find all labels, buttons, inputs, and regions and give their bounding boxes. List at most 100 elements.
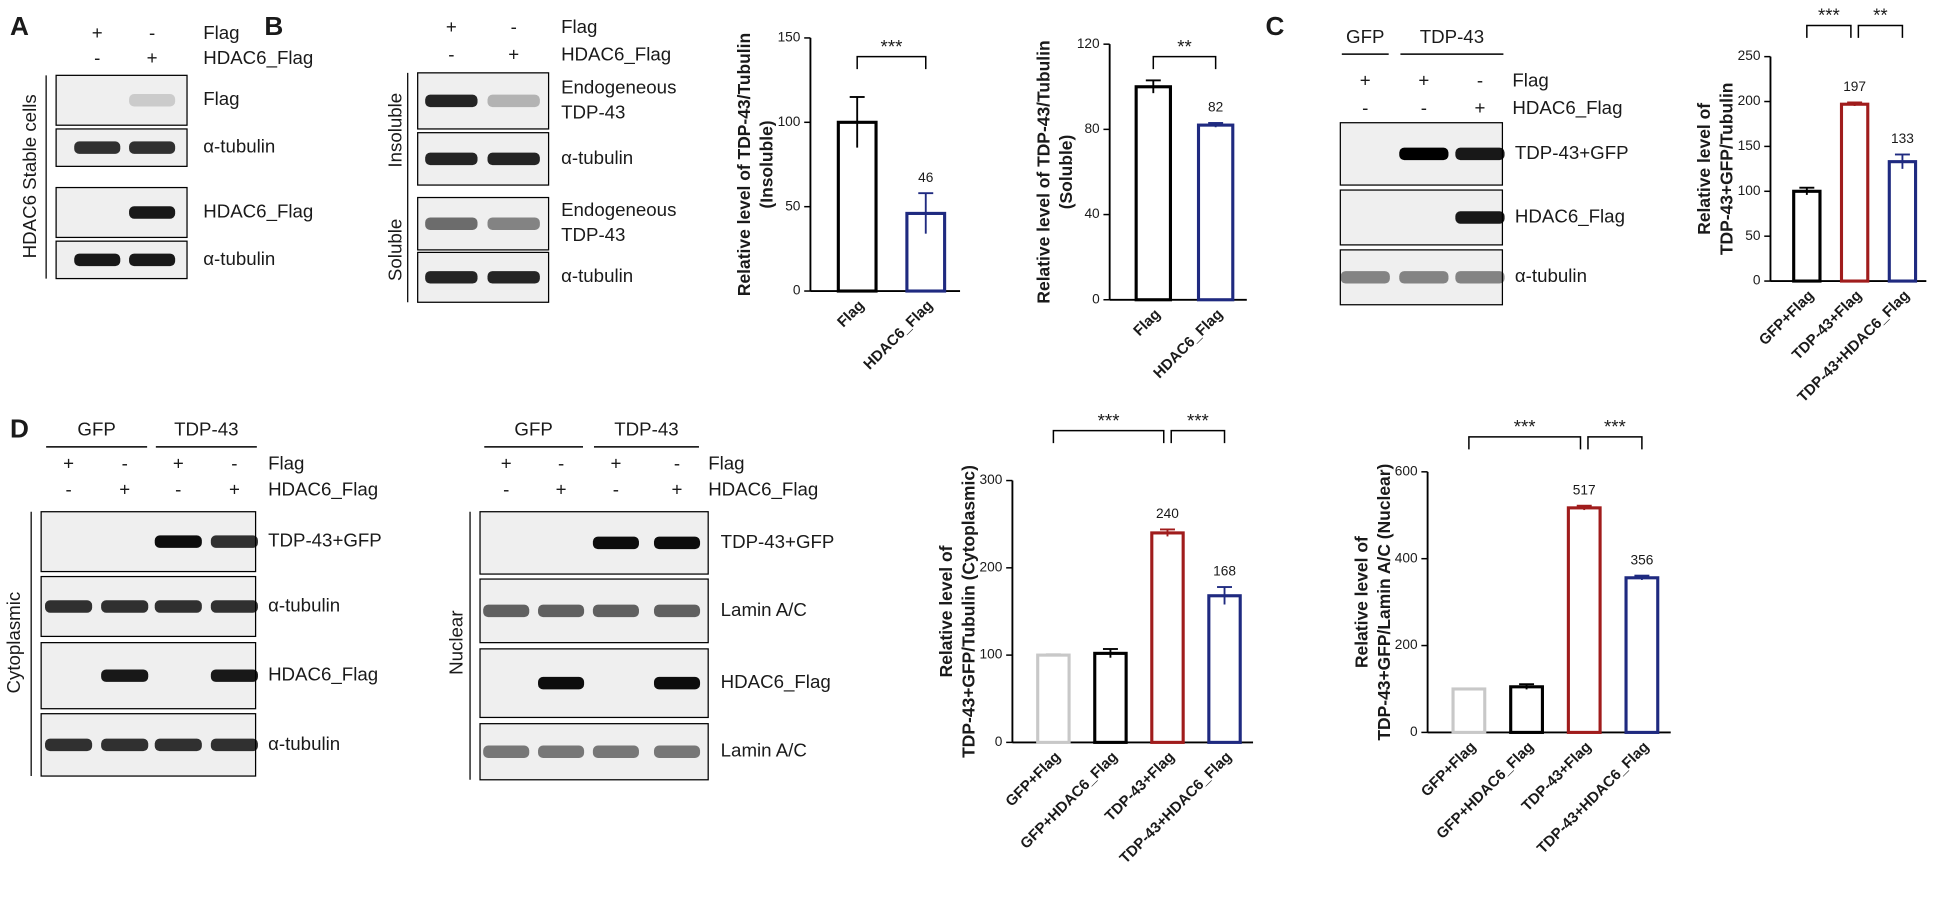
y-tick-label: 0 (1092, 291, 1100, 306)
blot-band (101, 600, 149, 613)
panel-letter: D (10, 414, 29, 444)
condition-sign: - (503, 478, 509, 499)
significance-bracket (856, 55, 927, 70)
blot-band (74, 141, 121, 154)
blot-band (101, 738, 149, 752)
blot-band (538, 676, 585, 690)
row-label: α-tubulin (203, 248, 275, 269)
blot-band (538, 604, 585, 618)
bar (1036, 653, 1071, 744)
condition-sign: + (1418, 70, 1429, 91)
x-tick-label: TDP-43+HDAC6_Flag (1116, 748, 1235, 867)
condition-sign: - (122, 452, 128, 473)
blot-frame (1339, 249, 1504, 306)
side-label: Cytoplasmic (3, 592, 24, 694)
row-label: HDAC6_Flag (721, 671, 831, 693)
significance-label: *** (881, 36, 903, 57)
blot-band (1340, 271, 1390, 284)
y-axis-label: Relative level of (1694, 103, 1714, 235)
condition-sign: - (175, 478, 181, 499)
blot-band (592, 536, 639, 550)
blot-band (653, 536, 701, 550)
blot-band (45, 600, 93, 613)
blot-band (483, 745, 530, 758)
blot-band (538, 745, 585, 758)
y-tick-label: 100 (778, 114, 801, 129)
condition-sign: - (65, 478, 71, 499)
condition-label: HDAC6_Flag (561, 43, 671, 65)
row-label: Endogeneous (561, 76, 676, 97)
blot-band (101, 669, 149, 682)
value-label: 46 (918, 170, 934, 185)
bar (1792, 189, 1822, 283)
y-axis-label: Relative level of (936, 545, 956, 677)
condition-sign: - (231, 452, 237, 473)
significance-bracket (1468, 436, 1582, 450)
value-label: 517 (1573, 482, 1596, 497)
condition-sign: + (1360, 70, 1371, 91)
condition-sign: - (94, 47, 100, 68)
blot-band (425, 94, 478, 108)
condition-sign: - (674, 452, 680, 473)
x-tick-label: GFP+HDAC6_Flag (1433, 738, 1537, 842)
condition-sign: + (501, 452, 512, 473)
condition-sign: - (1477, 70, 1483, 91)
blot-band (483, 604, 530, 618)
y-tick-label: 0 (1410, 724, 1418, 739)
value-label: 82 (1208, 100, 1223, 115)
y-axis-label: TDP-43+GFP/Lamin A/C (Nuclear) (1374, 464, 1394, 741)
y-tick-label: 100 (1738, 183, 1761, 198)
y-tick-label: 250 (1738, 48, 1761, 63)
row-label: TDP-43 (561, 224, 625, 245)
condition-sign: - (613, 478, 619, 499)
condition-sign: - (558, 452, 564, 473)
side-label: Insoluble (384, 93, 405, 168)
bar (1196, 123, 1235, 302)
value-label: 197 (1843, 79, 1866, 94)
value-label: 356 (1630, 552, 1653, 567)
condition-sign: + (229, 478, 240, 499)
blot-band (653, 604, 701, 618)
blot-band (487, 94, 540, 108)
y-tick-label: 50 (1745, 228, 1761, 243)
bar (1451, 687, 1487, 734)
x-tick-label: GFP+HDAC6_Flag (1017, 748, 1121, 852)
blot-band (1399, 271, 1449, 284)
panel-letter: A (10, 11, 29, 41)
blot-band (653, 745, 701, 758)
blot-band (129, 141, 176, 154)
blot-band (487, 271, 540, 284)
y-axis-label: Relative level of TDP-43/Tubulin (734, 33, 754, 296)
y-tick-label: 120 (1077, 36, 1100, 51)
x-tick-label: HDAC6_Flag (860, 297, 936, 373)
blot-band (210, 600, 258, 613)
value-label: 133 (1891, 131, 1914, 146)
y-tick-label: 600 (1395, 463, 1418, 478)
blot-band (653, 676, 701, 690)
condition-label: Flag (561, 16, 597, 37)
significance-label: *** (1098, 410, 1120, 431)
condition-sign: + (610, 452, 621, 473)
row-label: α-tubulin (561, 147, 633, 168)
blot-band (154, 600, 202, 613)
blot-band (210, 738, 258, 752)
bar (1150, 531, 1185, 744)
bar (1509, 685, 1544, 734)
x-tick-label: Flag (834, 297, 868, 331)
blot-band (210, 669, 258, 682)
condition-sign: + (672, 478, 683, 499)
y-tick-label: 50 (785, 198, 801, 213)
y-tick-label: 200 (980, 559, 1003, 574)
y-axis-label: (Soluble) (1056, 135, 1076, 210)
condition-sign: + (173, 452, 184, 473)
blot-band (487, 152, 540, 166)
blot-band (154, 738, 202, 752)
y-axis-label: TDP-43+GFP/Tubulin (Cytoplasmic) (959, 465, 979, 758)
bar (1624, 576, 1660, 734)
condition-label: HDAC6_Flag (203, 47, 313, 69)
row-label: α-tubulin (561, 265, 633, 286)
significance-label: *** (1604, 416, 1626, 437)
y-tick-label: 200 (1738, 93, 1761, 108)
blot-band (592, 604, 639, 618)
